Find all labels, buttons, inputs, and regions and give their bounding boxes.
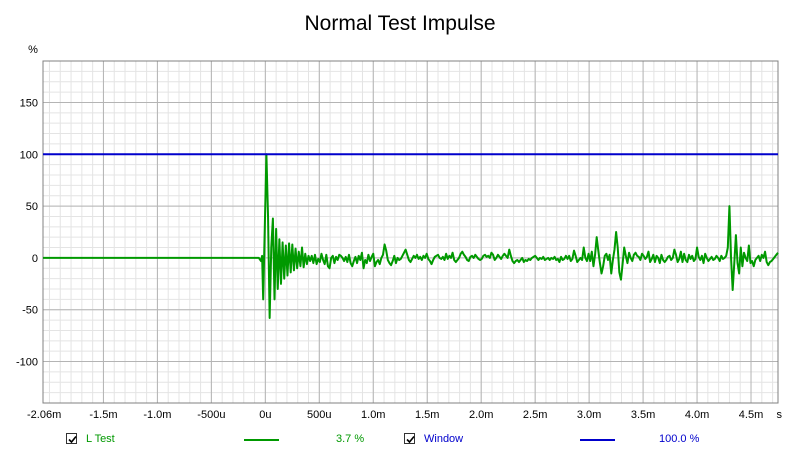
x-tick-label: -1.0m	[143, 409, 171, 421]
l-test-value: 3.7 %	[336, 433, 365, 445]
legend-item-l-test: L Test 3.7 %	[66, 432, 376, 448]
y-axis-unit: %	[28, 44, 38, 56]
window-checkbox[interactable]	[404, 433, 415, 444]
x-tick-label: 3.5m	[631, 409, 655, 421]
x-axis-ticks: -2.06m -1.5m -1.0m -500u 0u 500u 1.0m 1.5m 2.0m 2…	[27, 409, 783, 421]
y-tick-label: 150	[20, 97, 38, 109]
y-axis-ticks: 150 100 50 0 -50 -100	[16, 97, 38, 368]
window-value: 100.0 %	[659, 433, 700, 445]
x-tick-label: 500u	[307, 409, 331, 421]
chart-title: Normal Test Impulse	[304, 12, 495, 35]
x-tick-label: -500u	[197, 409, 225, 421]
minor-grid	[43, 61, 778, 403]
x-tick-label: 4.0m	[685, 409, 709, 421]
x-tick-label: 2.5m	[523, 409, 547, 421]
y-tick-label: 50	[26, 201, 38, 213]
x-tick-label: 2.0m	[469, 409, 493, 421]
y-tick-label: -100	[16, 357, 38, 369]
x-tick-label: 0u	[259, 409, 271, 421]
window-label: Window	[424, 433, 464, 445]
l-test-series-line	[43, 153, 779, 320]
major-grid	[43, 61, 778, 403]
series-layer	[43, 153, 779, 320]
x-tick-label: 4.5m	[739, 409, 763, 421]
l-test-swatch	[244, 439, 279, 441]
x-tick-label: s	[777, 409, 783, 421]
y-tick-label: 100	[20, 149, 38, 161]
x-tick-label: 1.0m	[361, 409, 385, 421]
plot-frame	[42, 60, 779, 404]
window-swatch	[580, 439, 615, 441]
x-tick-label: -1.5m	[89, 409, 117, 421]
x-tick-label: -2.06m	[27, 409, 61, 421]
x-tick-label: 1.5m	[415, 409, 439, 421]
l-test-label: L Test	[86, 433, 115, 445]
legend-item-window: Window 100.0 %	[404, 432, 714, 448]
y-tick-label: -50	[22, 305, 38, 317]
y-tick-label: 0	[32, 253, 38, 265]
x-tick-label: 3.0m	[577, 409, 601, 421]
l-test-checkbox[interactable]	[66, 433, 77, 444]
